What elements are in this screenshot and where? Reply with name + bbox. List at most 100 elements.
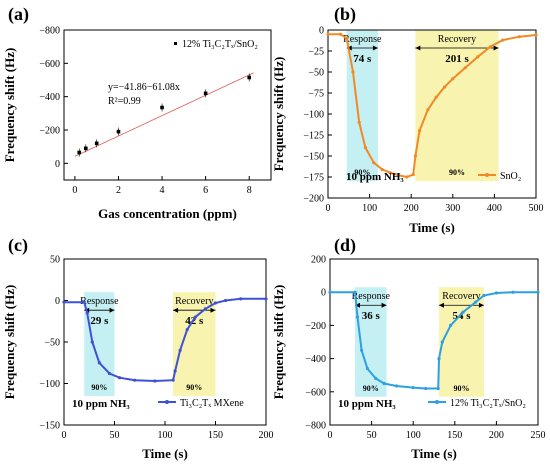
x-tick-label: 250 [531, 430, 546, 441]
x-tick-label: 0 [328, 430, 333, 441]
y-tick-label: −50 [44, 338, 60, 349]
series-marker [90, 340, 94, 344]
series-marker [353, 290, 357, 294]
y-tick-label: −800 [39, 26, 60, 37]
arrowheads [438, 302, 484, 308]
legend-marker [165, 400, 169, 404]
y-tick-label: 0 [55, 159, 60, 170]
series-marker [494, 291, 498, 295]
x-tick-label: 8 [247, 185, 252, 196]
legend-marker [435, 400, 439, 404]
y-tick-label: −600 [305, 387, 326, 398]
series-marker [372, 161, 376, 165]
response-label: Response [352, 291, 391, 302]
series-marker [239, 297, 243, 301]
recovery-percent-label: 90% [453, 384, 469, 393]
x-tick-label: 0 [72, 185, 77, 196]
response-box [346, 30, 378, 182]
y-axis-label: Frequency shift (Hz) [2, 285, 17, 400]
response-time-label: 36 s [362, 310, 381, 322]
y-tick-label: −400 [305, 354, 326, 365]
series-marker [365, 366, 370, 371]
series-marker [178, 348, 182, 352]
y-tick-label: −75 [308, 89, 324, 100]
x-tick-label: 300 [445, 203, 460, 214]
recovery-percent-label: 90% [186, 383, 202, 392]
x-tick-label: 50 [367, 430, 377, 441]
plot-frame [63, 29, 272, 181]
y-tick-label: −25 [308, 47, 324, 58]
y-axis-label: Frequency shift (Hz) [271, 285, 286, 400]
series-marker [171, 378, 175, 382]
legend-label: Ti₃C₂Tₓ MXene [180, 398, 244, 409]
series-marker [355, 315, 360, 319]
series-marker [264, 297, 268, 301]
recovery-box [415, 30, 499, 182]
series-marker [426, 108, 430, 112]
legend-label: 12% Ti₃C₂Tₓ/SnO₂ [182, 39, 258, 50]
series-marker [357, 120, 361, 124]
recovery-box [173, 292, 216, 396]
series-marker [117, 376, 122, 380]
panel-b: (b) Response 74 s 90% Recovery 201 s 90% 0 100 20… [271, 4, 544, 235]
series-marker [434, 95, 438, 99]
fit-line [74, 72, 254, 157]
y-tick-label: 200 [311, 255, 326, 266]
series-marker [474, 300, 478, 304]
x-axis-label: Time (s) [411, 446, 457, 461]
y-axis-label: Frequency shift (Hz) [271, 57, 286, 172]
legend-marker [174, 42, 177, 45]
x-axis-label: Time (s) [142, 446, 188, 461]
legend-marker [485, 173, 489, 177]
series-marker [374, 376, 378, 381]
series-marker [488, 45, 492, 49]
recovery-label: Recovery [438, 34, 476, 45]
series-marker [326, 32, 330, 36]
legend-label: 12% Ti₃C₂Tₓ/SnO₂ [450, 398, 526, 409]
response-time-label: 74 s [353, 53, 372, 65]
series-marker [397, 173, 401, 177]
series-marker [338, 32, 343, 36]
x-axis-label: Time (s) [409, 220, 455, 235]
recovery-time-label: 201 s [445, 53, 469, 65]
y-axis-label: Frequency shift (Hz) [2, 48, 17, 163]
y-tick-label: −125 [303, 131, 324, 142]
series-marker [536, 290, 540, 294]
series-marker [328, 290, 332, 294]
series-marker [405, 175, 409, 179]
series-marker [185, 327, 189, 332]
series-marker [511, 290, 515, 294]
response-percent-label: 90% [354, 168, 370, 177]
series-marker [360, 348, 364, 352]
y-tick-label: −200 [303, 194, 324, 205]
response-time-label: 29 s [90, 315, 109, 327]
series-marker [213, 301, 218, 305]
series-line [328, 33, 537, 179]
x-tick-label: 200 [259, 430, 274, 441]
x-tick-label: 0 [62, 430, 67, 441]
panel-label: (d) [334, 235, 356, 256]
series-marker [193, 315, 197, 319]
condition-label: 10 ppm NH₃ [338, 398, 396, 410]
series-marker [382, 381, 386, 386]
y-tick-label: −50 [308, 68, 324, 79]
x-tick-label: 500 [529, 203, 544, 214]
y-tick-label: −150 [303, 152, 324, 163]
series-marker [85, 311, 89, 315]
y-tick-label: −100 [39, 379, 60, 390]
series-marker [173, 369, 177, 373]
response-percent-label: 90% [363, 384, 379, 393]
series-marker [153, 379, 157, 383]
y-tick-label: −400 [39, 92, 60, 103]
series-marker [133, 378, 137, 382]
series-marker [345, 36, 349, 41]
plot-frame [329, 258, 539, 426]
series-marker [107, 371, 112, 376]
x-tick-label: 200 [489, 430, 504, 441]
response-percent-label: 90% [91, 383, 107, 392]
response-label: Response [80, 296, 119, 307]
series-marker [411, 386, 415, 390]
y-tick-label: −800 [305, 421, 326, 432]
